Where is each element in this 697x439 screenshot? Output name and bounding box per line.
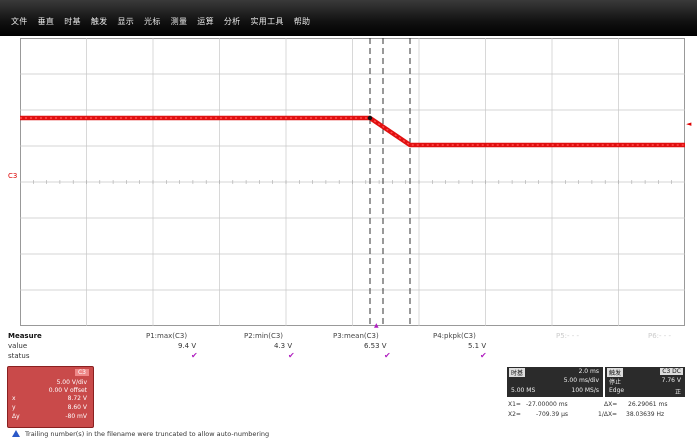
cursor-inv-label: 1/ΔX= [598, 411, 618, 418]
timebase-delay: 2.0 ms [578, 368, 599, 375]
channel-x-key: x [12, 395, 16, 402]
menu-item[interactable]: 光标 [144, 17, 161, 26]
menu-item[interactable]: 运算 [197, 17, 214, 26]
cursor-x2-value: -709.39 µs [536, 411, 569, 418]
trigger-level-marker[interactable]: ◄ [686, 120, 692, 128]
menu-item[interactable]: 时基 [64, 17, 81, 26]
trigger-type: Edge [609, 387, 625, 394]
timebase-rate: 100 MS/s [571, 387, 600, 394]
menu-item[interactable]: 测量 [170, 17, 188, 26]
trigger-source: C3 DC [660, 368, 683, 375]
measure-table: Measure value status P1:max(C3) 9.4 V ✔ … [8, 330, 693, 366]
trigger-slope: 正 [674, 389, 681, 396]
warning-text: Trailing number(s) in the filename were … [25, 430, 270, 438]
menu-bar: 文件 垂直 时基 触发 显示 光标 测量 运算 分析 实用工具 帮助 [0, 0, 697, 36]
measure-title: Measure [8, 332, 42, 340]
waveform-display[interactable] [20, 38, 685, 326]
param-p3-name[interactable]: P3:mean(C3) [333, 332, 379, 340]
channel-y-key: y [12, 404, 16, 411]
param-p3-value: 6.53 V [364, 342, 387, 350]
menu-item[interactable]: 垂直 [37, 17, 55, 26]
trigger-position-marker[interactable]: ▲ [374, 322, 379, 329]
cursor-x2-label: X2= [508, 411, 521, 418]
trigger-mode: 停止 [609, 379, 622, 386]
timebase-head: 时基 [509, 368, 526, 377]
measure-row-status: status [8, 352, 30, 360]
cursor-intersection [367, 115, 373, 121]
timebase-div: 5.00 ms/div [563, 377, 599, 384]
menu-item[interactable]: 显示 [117, 17, 135, 26]
param-p2-value: 4.3 V [274, 342, 293, 350]
channel-vdiv: 5.00 V/div [56, 379, 87, 386]
cursor-dx-value: 26.29061 ms [628, 401, 668, 408]
trigger-level: 7.76 V [661, 377, 681, 384]
cursor-dx-label: ΔX= [604, 401, 618, 408]
trigger-head: 触发 [607, 368, 624, 377]
menu-item[interactable]: 分析 [223, 17, 241, 26]
param-p5-name[interactable]: P5:- - - [556, 332, 580, 340]
param-p1-value: 9.4 V [178, 342, 197, 350]
param-p3-status-icon: ✔ [384, 351, 391, 360]
param-p1-name[interactable]: P1:max(C3) [146, 332, 188, 340]
channel-offset: 0.00 V offset [48, 387, 87, 394]
warning-icon [12, 430, 20, 437]
cursor-inv-value: 38.03639 Hz [626, 411, 665, 418]
param-p4-name[interactable]: P4:pkpk(C3) [433, 332, 476, 340]
param-p6-name[interactable]: P6:- - - [648, 332, 672, 340]
trigger-box[interactable]: 触发 C3 DC 停止 7.76 V Edge 正 [605, 367, 685, 397]
channel-c3-descriptor[interactable]: C3 5.00 V/div 0.00 V offset x 8.72 V y 8… [7, 366, 94, 428]
channel-c3-trace-noise [20, 117, 685, 146]
channel-dy-key: Δy [12, 413, 20, 420]
param-p4-status-icon: ✔ [480, 351, 487, 360]
menu-item[interactable]: 文件 [11, 17, 28, 26]
menu-item[interactable]: 实用工具 [250, 17, 284, 26]
param-p2-status-icon: ✔ [288, 351, 295, 360]
menu-item[interactable]: 触发 [90, 17, 108, 26]
param-p4-value: 5.1 V [468, 342, 487, 350]
channel-x-val: 8.72 V [67, 395, 87, 402]
timebase-samples: 5.00 MS [511, 387, 536, 394]
status-warning: Trailing number(s) in the filename were … [12, 430, 269, 438]
param-p2-name[interactable]: P2:min(C3) [244, 332, 284, 340]
channel-y-val: 8.60 V [67, 404, 87, 411]
channel-dy-val: -80 mV [65, 413, 87, 420]
menu-items: 文件 垂直 时基 触发 显示 光标 测量 运算 分析 实用工具 帮助 [6, 17, 315, 27]
measure-row-value: value [8, 342, 28, 350]
scope-graticule[interactable] [20, 38, 685, 326]
param-p1-status-icon: ✔ [191, 351, 198, 360]
menu-item[interactable]: 帮助 [293, 17, 311, 26]
cursor-x1-label: X1= [508, 401, 521, 408]
channel-tag: C3 [74, 369, 89, 376]
cursor-x1-value: -27.00000 ms [526, 401, 568, 408]
channel-level-marker[interactable]: C3 [8, 172, 18, 180]
timebase-box[interactable]: 时基 2.0 ms 5.00 ms/div 5.00 MS 100 MS/s [507, 367, 603, 397]
